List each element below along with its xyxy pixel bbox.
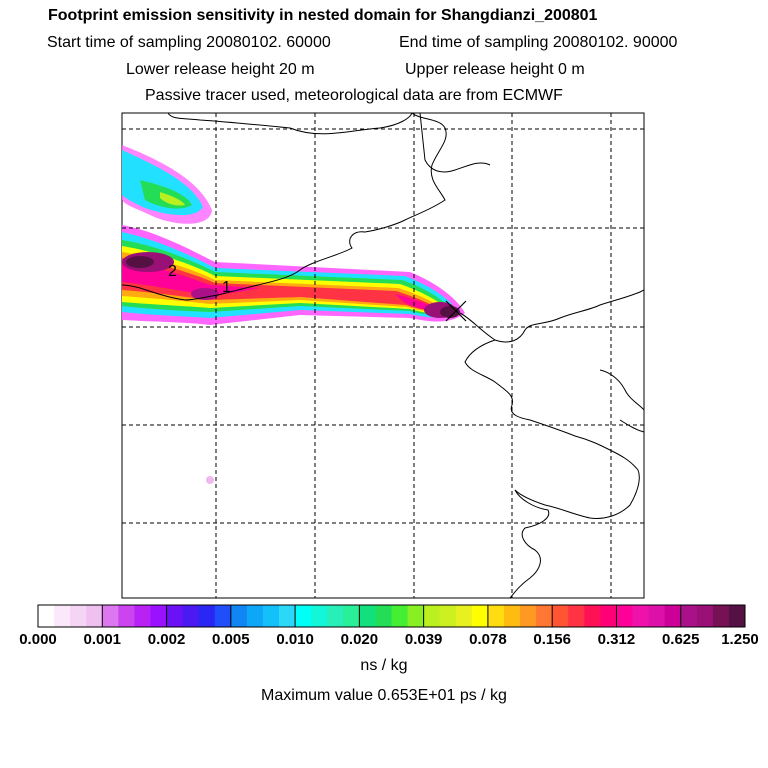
colorbar-swatch [54, 605, 71, 627]
colorbar-swatch [118, 605, 135, 627]
colorbar-tick-label: 0.002 [148, 631, 186, 648]
colorbar-swatch [552, 605, 569, 627]
colorbar-swatch [327, 605, 344, 627]
colorbar-swatch [166, 605, 184, 627]
colorbar-swatch [712, 605, 730, 627]
colorbar-swatch [648, 605, 666, 627]
stray-sensitivity-point [206, 476, 214, 484]
colorbar-swatch [359, 605, 376, 627]
coastlines [122, 113, 644, 598]
colorbar-swatch [439, 605, 457, 627]
colorbar-swatch [696, 605, 714, 627]
plume-core-west-dark [126, 256, 154, 268]
colorbar-swatch [520, 605, 537, 627]
colorbar-tick-label: 0.156 [533, 631, 571, 648]
colorbar-tick-label: 0.005 [212, 631, 250, 648]
colorbar-swatch [471, 605, 489, 627]
colorbar-swatch [536, 605, 553, 627]
colorbar-swatch [295, 605, 312, 627]
annotation-2: 2 [168, 263, 177, 280]
colorbar-tick-label: 0.078 [469, 631, 507, 648]
colorbar-tick-label: 1.250 [721, 631, 759, 648]
colorbar-unit: ns / kg [360, 657, 408, 674]
colorbar-swatch [407, 605, 425, 627]
plume-core-east-dark [440, 306, 460, 318]
plume-core-mid [191, 288, 219, 300]
colorbar-swatch [375, 605, 392, 627]
maximum-value-label: Maximum value 0.653E+01 ps / kg [261, 687, 507, 704]
colorbar-tick-label: 0.000 [19, 631, 57, 648]
colorbar-swatch [423, 605, 441, 627]
receptor-marker [445, 300, 467, 322]
annotation-1: 1 [222, 279, 231, 296]
colorbar-swatch [262, 605, 280, 627]
start-time-label: Start time of sampling 20080102. 60000 [47, 34, 331, 51]
chart-title: Footprint emission sensitivity in nested… [48, 7, 598, 24]
colorbar-tick-label: 0.625 [662, 631, 700, 648]
colorbar-swatch [198, 605, 216, 627]
grid-lines [122, 113, 644, 598]
colorbar-swatch [616, 605, 634, 627]
colorbar-outline [37, 604, 746, 628]
colorbar-swatch [150, 605, 168, 627]
colorbar-swatch [680, 605, 698, 627]
colorbar-swatch [568, 605, 585, 627]
map-frame [121, 112, 645, 599]
colorbar-swatch [134, 605, 151, 627]
colorbar-swatch [214, 605, 232, 627]
upper-release-label: Upper release height 0 m [405, 61, 585, 78]
colorbar-swatch [632, 605, 650, 627]
colorbar-swatch [311, 605, 328, 627]
colorbar-swatch [279, 605, 296, 627]
colorbar-tick-label: 0.039 [405, 631, 443, 648]
colorbar-swatch [503, 605, 521, 627]
colorbar-swatch [343, 605, 360, 627]
colorbar-swatch [728, 605, 746, 627]
plume-upper-yellowgreen [160, 192, 185, 206]
tracer-label: Passive tracer used, meteorological data… [145, 87, 563, 104]
colorbar-swatch [391, 605, 409, 627]
colorbar-swatch [230, 605, 248, 627]
colorbar-swatch [70, 605, 87, 627]
colorbar-labels: 0.000 0.001 0.002 0.005 0.010 0.020 0.039 0.078… [19, 631, 759, 648]
colorbar-swatch [182, 605, 200, 627]
colorbar-tick-label: 0.312 [598, 631, 636, 648]
colorbar-swatch [487, 605, 505, 627]
colorbar-tick-label: 0.020 [341, 631, 379, 648]
colorbar-swatch [86, 605, 103, 627]
colorbar-swatch [102, 605, 119, 627]
colorbar-swatch [38, 605, 55, 627]
colorbar-swatch [600, 605, 617, 627]
colorbar-swatch [664, 605, 682, 627]
colorbar [37, 604, 746, 628]
colorbar-tick-label: 0.001 [83, 631, 121, 648]
colorbar-swatch [246, 605, 264, 627]
colorbar-tick-label: 0.010 [276, 631, 314, 648]
end-time-label: End time of sampling 20080102. 90000 [399, 34, 678, 51]
colorbar-swatch [455, 605, 473, 627]
colorbar-swatch [584, 605, 601, 627]
lower-release-label: Lower release height 20 m [126, 61, 315, 78]
